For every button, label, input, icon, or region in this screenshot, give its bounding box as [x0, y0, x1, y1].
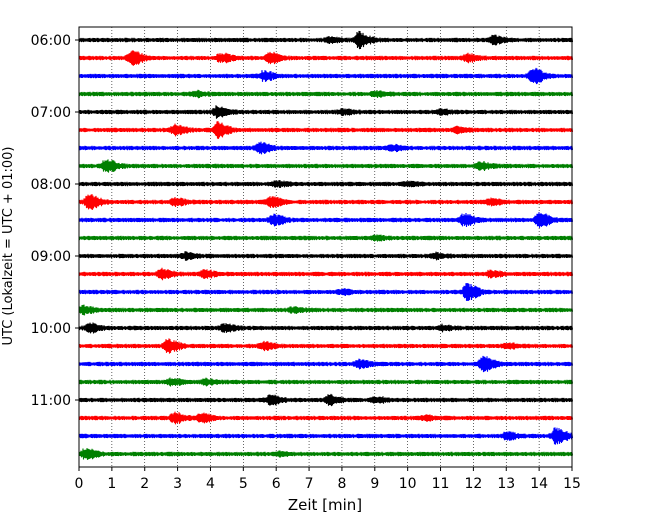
trace-0600 — [78, 30, 574, 50]
x-tick-label-14: 14 — [530, 476, 548, 492]
trace-1045 — [78, 377, 574, 387]
y-axis-label: UTC (Lokalzeit = UTC + 01:00) — [1, 147, 16, 346]
x-tick-label-2: 2 — [140, 476, 149, 492]
trace-0645 — [78, 89, 574, 99]
y-tick-label-0800: 08:00 — [31, 177, 71, 193]
plot-area-frame — [78, 26, 573, 468]
y-tick-label-0700: 07:00 — [31, 105, 71, 121]
trace-0815 — [78, 194, 574, 210]
trace-1000 — [78, 322, 574, 334]
x-tick-label-7: 7 — [305, 476, 314, 492]
y-tick-label-1100: 11:00 — [31, 393, 71, 409]
x-tick-label-8: 8 — [337, 476, 346, 492]
trace-lines — [78, 30, 574, 460]
y-axis-ticks: 06:00 07:00 08:00 09:00 10:00 11:00 — [31, 33, 79, 409]
trace-0800 — [78, 180, 574, 188]
trace-0845 — [78, 234, 574, 242]
trace-1015 — [78, 338, 574, 354]
x-tick-label-13: 13 — [497, 476, 515, 492]
trace-0945 — [78, 304, 574, 316]
trace-0630 — [78, 67, 574, 85]
x-tick-label-11: 11 — [432, 476, 450, 492]
x-tick-label-10: 10 — [399, 476, 417, 492]
x-tick-label-12: 12 — [464, 476, 482, 492]
x-tick-label-6: 6 — [272, 476, 281, 492]
trace-0700 — [78, 105, 574, 119]
trace-1130 — [78, 427, 574, 445]
trace-1115 — [78, 411, 574, 425]
x-tick-label-5: 5 — [239, 476, 248, 492]
x-tick-label-3: 3 — [173, 476, 182, 492]
trace-0930 — [78, 283, 574, 301]
x-tick-label-9: 9 — [370, 476, 379, 492]
trace-0615 — [78, 50, 574, 66]
trace-0900 — [78, 251, 574, 261]
x-tick-label-15: 15 — [563, 476, 581, 492]
trace-0715 — [78, 121, 574, 139]
trace-0915 — [78, 267, 574, 281]
x-tick-label-0: 0 — [75, 476, 84, 492]
trace-0730 — [78, 141, 574, 155]
trace-1030 — [78, 355, 574, 373]
trace-0830 — [78, 212, 574, 228]
y-tick-label-1000: 10:00 — [31, 321, 71, 337]
y-tick-label-0900: 09:00 — [31, 249, 71, 265]
x-axis-ticks: 0 1 2 3 4 5 6 7 8 9 10 11 12 13 14 15 — [75, 467, 581, 492]
trace-0745 — [78, 159, 574, 173]
trace-1100 — [78, 393, 574, 407]
x-tick-label-1: 1 — [107, 476, 116, 492]
trace-1145 — [78, 448, 574, 460]
x-tick-label-4: 4 — [206, 476, 215, 492]
x-axis-label: Zeit [min] — [288, 496, 362, 514]
y-tick-label-0600: 06:00 — [31, 33, 71, 49]
